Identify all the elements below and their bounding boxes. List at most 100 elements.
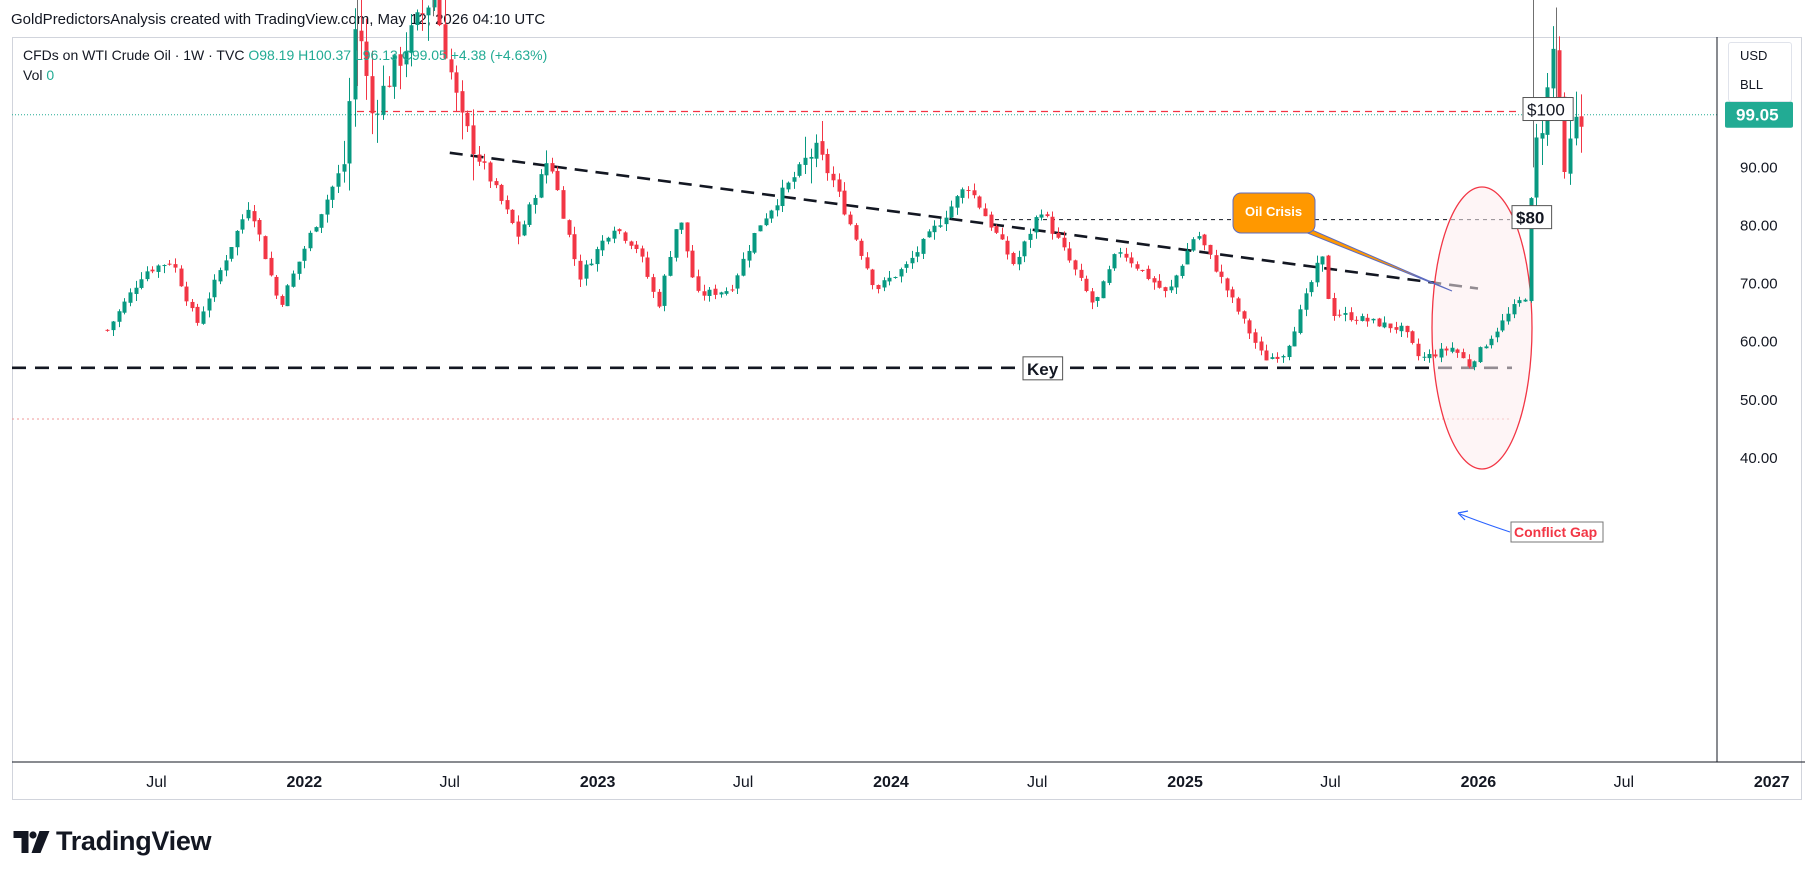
last-price-badge[interactable]: 99.05: [1725, 101, 1793, 128]
candle: [1028, 228, 1033, 248]
conflict-arrowhead: [1457, 510, 1469, 521]
candle-body: [1095, 297, 1100, 301]
last-price-badge-text: 99.05: [1736, 106, 1779, 125]
candle: [1107, 265, 1112, 286]
candle-body: [1180, 265, 1185, 276]
candle-body: [617, 229, 622, 232]
tradingview-logo[interactable]: TradingView: [13, 826, 212, 857]
candle: [1371, 318, 1376, 324]
candle-body: [156, 265, 161, 272]
candle-body: [1090, 291, 1095, 303]
candle-body: [1191, 239, 1196, 251]
candle-body: [533, 197, 538, 205]
candle: [1517, 296, 1522, 307]
candle: [269, 251, 274, 277]
candle: [263, 235, 268, 260]
candle-body: [741, 258, 746, 276]
callout-box: [1232, 192, 1316, 234]
crisis-ellipse[interactable]: [1431, 186, 1533, 470]
candle: [274, 274, 279, 300]
candle: [887, 271, 892, 286]
candle: [1039, 209, 1044, 221]
candle: [724, 287, 729, 296]
label-100-box: [1522, 97, 1574, 122]
candle: [212, 274, 217, 302]
candle: [1185, 243, 1190, 265]
candle-body: [359, 30, 364, 42]
candle: [567, 219, 572, 238]
candle: [415, 9, 420, 31]
candle: [280, 294, 285, 307]
candle-body: [730, 289, 735, 291]
candle: [1394, 321, 1399, 334]
candle: [302, 246, 307, 269]
x-tick-label: 2026: [1461, 774, 1497, 791]
candle-body: [1214, 255, 1219, 272]
candle: [1467, 354, 1472, 369]
candle: [505, 195, 510, 214]
candle: [325, 194, 330, 223]
candle: [1444, 346, 1449, 356]
candle: [460, 80, 465, 140]
candle-body: [179, 268, 184, 287]
scale-currency-menu[interactable]: USD BLL: [1728, 42, 1792, 102]
candle-body: [1517, 300, 1522, 304]
conflict-gap-annotation[interactable]: Conflict Gap: [1457, 510, 1604, 543]
candle: [651, 273, 656, 299]
label-100[interactable]: $100: [1522, 97, 1574, 122]
candle-body: [820, 141, 825, 155]
oil-crisis-callout[interactable]: Oil Crisis: [1232, 192, 1453, 292]
candle-body: [775, 205, 780, 211]
candle: [1512, 299, 1517, 319]
currency-label[interactable]: USD: [1740, 48, 1768, 63]
candle-body: [848, 214, 853, 225]
candle-body: [747, 250, 752, 261]
candle-body: [1540, 133, 1545, 139]
candle: [539, 169, 544, 199]
candle-body: [769, 210, 774, 219]
candle-body: [780, 187, 785, 207]
candle-body: [201, 311, 206, 324]
candle: [1478, 346, 1483, 364]
candle-body: [550, 163, 555, 172]
candle-body: [1529, 198, 1534, 301]
y-tick-label: 40.00: [1740, 450, 1778, 467]
symbol-name[interactable]: CFDs on WTI Crude Oil · 1W · TVC: [23, 47, 245, 63]
candle-body: [1450, 347, 1455, 352]
candle-body: [522, 224, 527, 236]
candle-body: [263, 236, 268, 260]
candle: [516, 215, 521, 245]
candle: [1214, 249, 1219, 273]
label-key[interactable]: Key: [1022, 356, 1064, 381]
x-tick-label: 2022: [287, 774, 323, 791]
symbol-legend[interactable]: CFDs on WTI Crude Oil · 1W · TVC O98.19 …: [23, 45, 547, 85]
candle-body: [1478, 347, 1483, 363]
candle: [1523, 298, 1528, 302]
candle: [1320, 256, 1325, 272]
unit-label[interactable]: BLL: [1740, 77, 1764, 92]
candle-body: [1500, 320, 1505, 331]
descending-trendline[interactable]: [449, 151, 1479, 290]
label-80[interactable]: $80: [1511, 205, 1553, 230]
candle-body: [640, 248, 645, 257]
candle-body: [1399, 325, 1404, 332]
candle-body: [567, 220, 572, 235]
x-tick-label: Jul: [440, 774, 460, 791]
candle-body: [679, 222, 684, 230]
volume-label[interactable]: Vol: [23, 67, 43, 83]
candle-body: [1169, 286, 1174, 291]
candle-body: [949, 206, 954, 218]
candle-body: [674, 229, 679, 258]
candle: [1000, 227, 1005, 240]
candle: [809, 148, 814, 184]
candle: [1084, 275, 1089, 293]
candle-body: [342, 164, 347, 172]
candles-layer: [105, 0, 1584, 371]
candle-body: [460, 91, 465, 113]
candle-body: [409, 25, 414, 53]
candle: [257, 218, 262, 242]
candle-body: [1360, 316, 1365, 321]
x-tick-label: Jul: [146, 774, 166, 791]
candle: [662, 274, 667, 312]
